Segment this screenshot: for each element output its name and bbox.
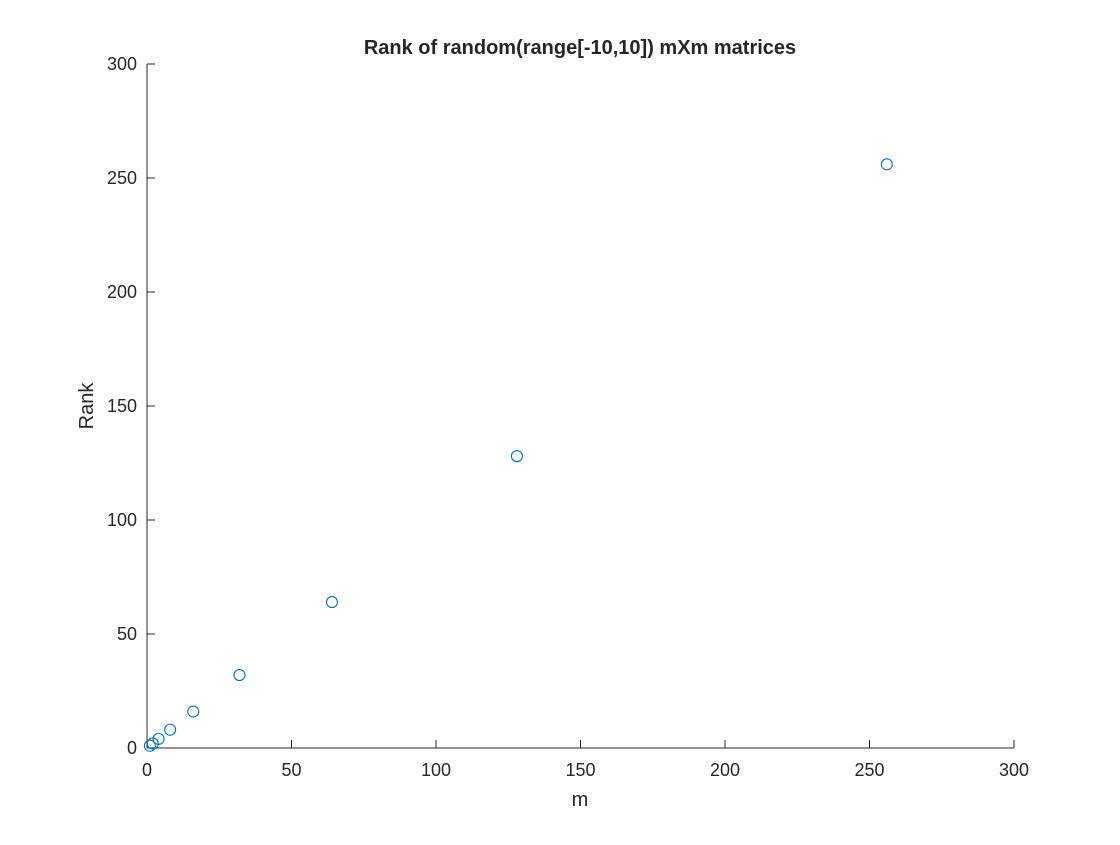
y-tick-label: 300 bbox=[107, 54, 137, 74]
data-point bbox=[880, 158, 893, 171]
y-axis-ticks: 0 50 100 150 200 250 300 bbox=[107, 54, 155, 758]
data-point bbox=[164, 723, 177, 736]
data-point bbox=[233, 668, 246, 682]
y-tick-label: 250 bbox=[107, 168, 137, 188]
y-tick-label: 100 bbox=[107, 510, 137, 530]
axes bbox=[146, 64, 1014, 749]
x-tick-label: 150 bbox=[565, 760, 595, 780]
data-point bbox=[143, 739, 156, 752]
x-tick-label: 0 bbox=[142, 760, 152, 780]
x-axis-label: m bbox=[572, 789, 589, 811]
chart-title: Rank of random(range[-10,10]) mXm matric… bbox=[364, 37, 796, 59]
x-tick-label: 200 bbox=[710, 760, 740, 780]
x-tick-label: 100 bbox=[421, 760, 451, 780]
data-point bbox=[187, 705, 200, 718]
x-tick-label: 250 bbox=[854, 760, 884, 780]
y-axis-label: Rank bbox=[76, 382, 98, 430]
y-tick-label: 200 bbox=[107, 282, 137, 302]
data-point bbox=[510, 450, 523, 463]
data-point bbox=[325, 596, 339, 609]
x-axis-ticks: 0 50 100 150 200 250 300 bbox=[142, 740, 1029, 780]
x-tick-label: 300 bbox=[999, 760, 1029, 780]
y-tick-label: 50 bbox=[117, 624, 137, 644]
data-point bbox=[152, 732, 165, 745]
data-points bbox=[143, 158, 893, 752]
x-tick-label: 50 bbox=[281, 760, 301, 780]
y-tick-label: 150 bbox=[107, 396, 137, 416]
y-tick-label: 0 bbox=[127, 738, 137, 758]
